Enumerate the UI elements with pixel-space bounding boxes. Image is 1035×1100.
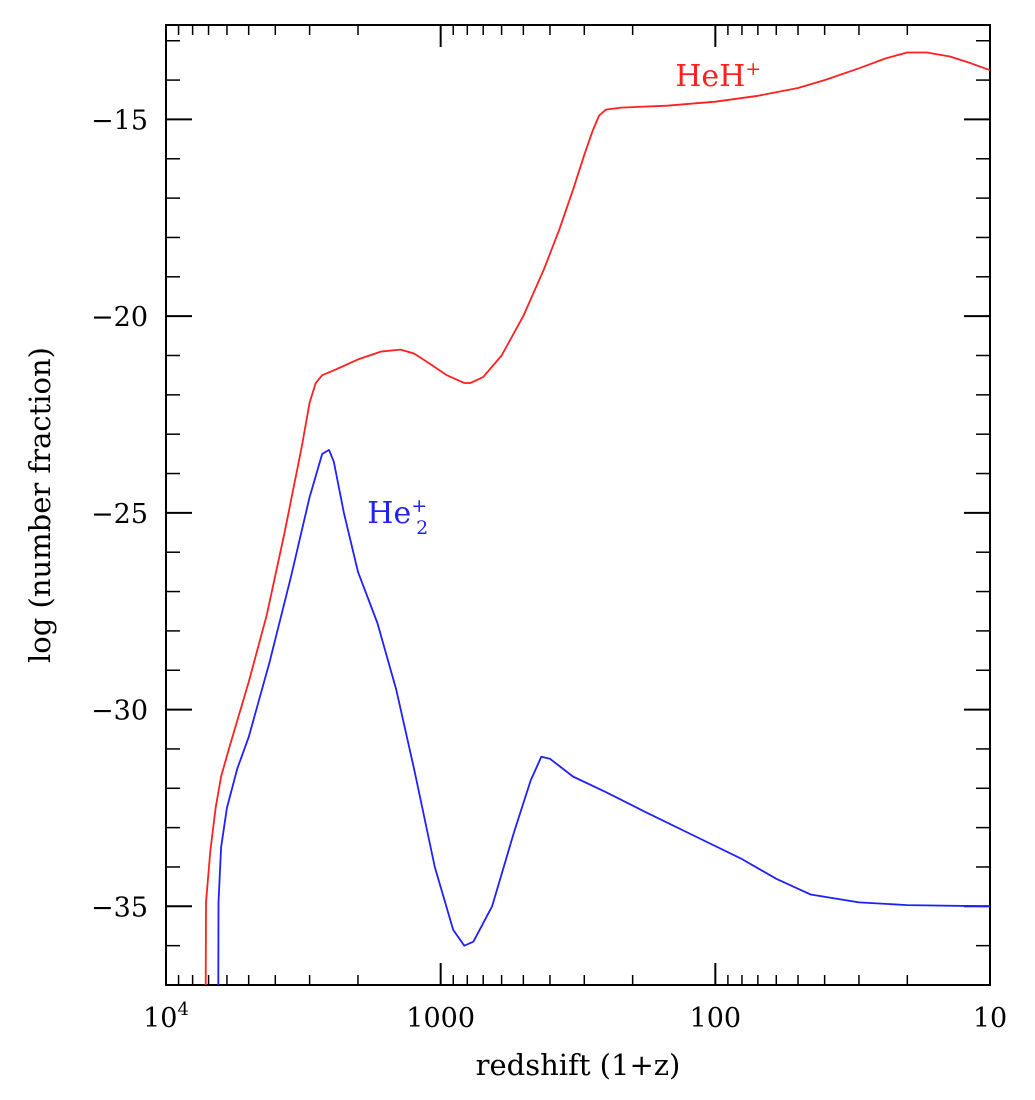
x-tick-label: 104	[143, 999, 189, 1034]
series-line-1	[217, 449, 991, 986]
plot-frame	[165, 24, 991, 986]
series-label-0: HeH+	[675, 58, 761, 94]
x-tick-label: 1000	[406, 1003, 475, 1034]
y-tick-label: −30	[91, 696, 148, 727]
y-tick-label: −20	[91, 302, 148, 333]
x-tick-labels: 104 1000 100 10	[143, 999, 1007, 1034]
y-tick-label: −15	[91, 105, 148, 136]
x-tick-label: 100	[690, 1003, 742, 1034]
y-axis-label: log (number fraction)	[23, 347, 57, 663]
y-tick-labels: −15 −20 −25 −30 −35	[91, 105, 148, 923]
series-label-1: He+ 2	[367, 495, 428, 539]
x-tick-label: 10	[973, 1003, 1007, 1034]
minor-ticks	[166, 25, 990, 985]
x-axis-label: redshift (1+z)	[476, 1048, 681, 1082]
y-tick-label: −35	[91, 892, 148, 923]
series-lines	[204, 51, 991, 986]
series-line-0	[204, 51, 991, 986]
series-labels: HeH+ He+ 2	[367, 58, 761, 539]
y-tick-label: −25	[91, 499, 148, 530]
